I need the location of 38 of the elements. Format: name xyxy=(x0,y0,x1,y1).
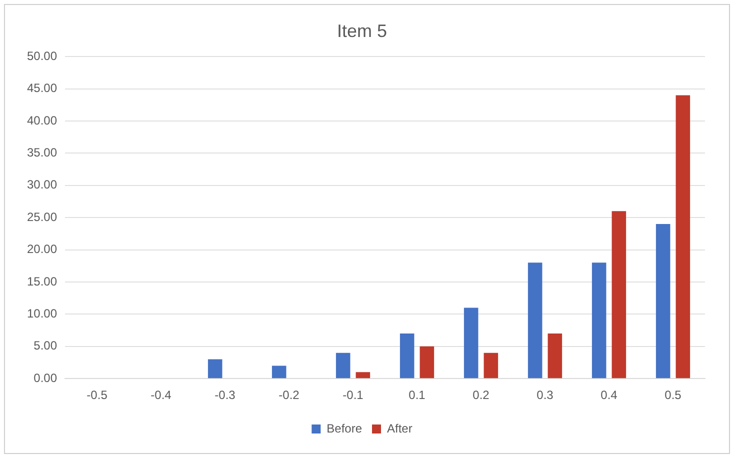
x-tick-label: -0.5 xyxy=(86,388,108,402)
legend-label: Before xyxy=(326,421,362,436)
x-tick-label: -0.2 xyxy=(278,388,300,402)
x-tick-label: 0.1 xyxy=(408,388,426,402)
bar xyxy=(400,334,414,378)
y-tick-label: 30.00 xyxy=(27,178,58,192)
bar xyxy=(612,211,626,378)
bar xyxy=(208,359,222,378)
y-tick-label: 25.00 xyxy=(27,210,58,224)
bar xyxy=(336,352,350,378)
bar xyxy=(420,346,434,378)
y-tick-label: 10.00 xyxy=(27,306,58,321)
x-tick-label: -0.3 xyxy=(214,388,236,402)
y-tick-label: 45.00 xyxy=(27,81,58,96)
bar xyxy=(656,224,670,378)
y-tick-label: 0.00 xyxy=(34,370,58,385)
y-tick-label: 5.00 xyxy=(34,338,58,353)
bar xyxy=(356,372,370,378)
bar xyxy=(548,334,562,378)
x-tick-label: 0.2 xyxy=(472,388,490,402)
bar xyxy=(484,352,498,378)
y-tick-label: 40.00 xyxy=(27,113,58,128)
x-tick-label: -0.1 xyxy=(342,388,364,402)
y-tick-label: 15.00 xyxy=(27,274,58,288)
legend-label: After xyxy=(387,421,412,436)
y-tick-label: 20.00 xyxy=(27,242,58,256)
bar xyxy=(528,262,542,378)
x-tick-label: 0.4 xyxy=(600,388,618,402)
x-tick-label: -0.4 xyxy=(150,388,172,402)
bar xyxy=(464,308,478,378)
x-tick-label: 0.5 xyxy=(664,388,682,402)
bar xyxy=(272,366,286,378)
bar xyxy=(592,262,606,378)
x-tick-label: 0.3 xyxy=(536,388,554,402)
chart-title: Item 5 xyxy=(336,20,388,41)
bar xyxy=(676,95,690,378)
y-tick-label: 35.00 xyxy=(27,146,58,160)
y-tick-label: 50.00 xyxy=(27,48,58,63)
